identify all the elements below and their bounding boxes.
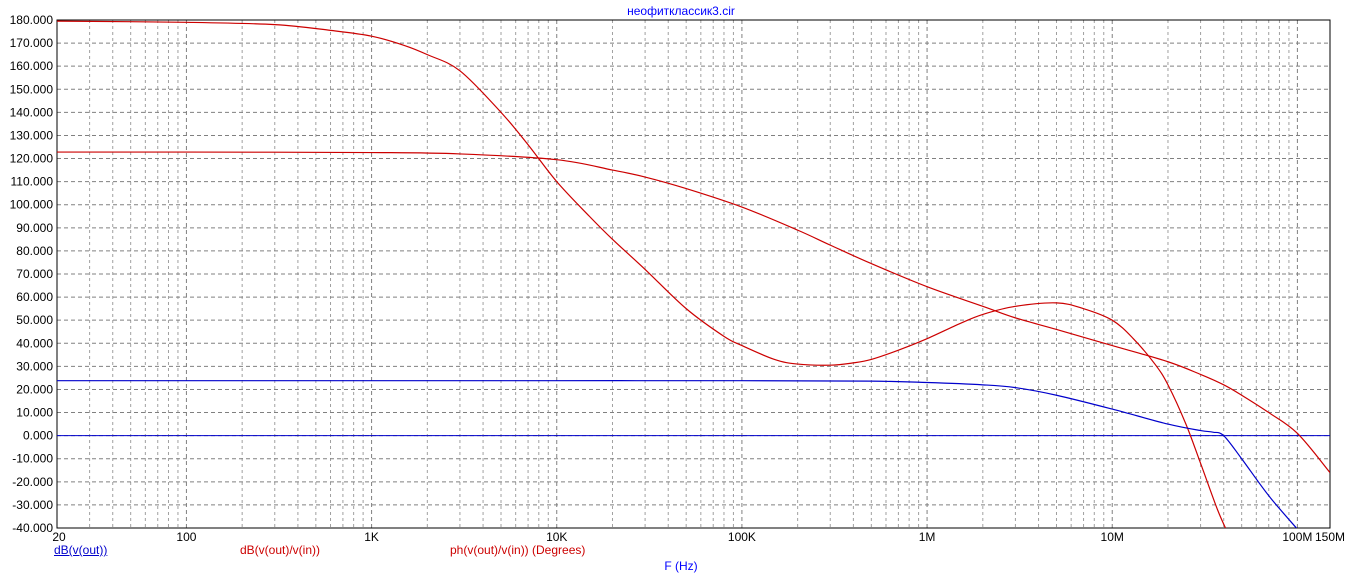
y-tick-label: -40.000	[12, 521, 53, 535]
y-tick-label: 170.000	[10, 36, 54, 50]
y-tick-label: 60.000	[16, 290, 53, 304]
x-tick-label: 100K	[728, 530, 756, 544]
chart-title: неофитклассик3.cir	[627, 4, 735, 18]
y-tick-label: 150.000	[10, 82, 54, 96]
x-tick-label: 150M	[1315, 530, 1345, 544]
y-tick-label: 180.000	[10, 13, 54, 27]
legend-entry-db-vout-vin[interactable]: dB(v(out)/v(in))	[240, 543, 321, 557]
y-tick-label: -10.000	[12, 452, 53, 466]
y-tick-label: 70.000	[16, 267, 53, 281]
y-tick-label: 130.000	[10, 128, 54, 142]
y-tick-label: 0.000	[23, 429, 53, 443]
plot-frame	[56, 19, 1331, 529]
legend-entry-db-vout[interactable]: dB(v(out))	[54, 543, 108, 557]
x-tick-label: 10K	[546, 530, 567, 544]
y-tick-label: 40.000	[16, 336, 53, 350]
y-tick-label: 140.000	[10, 105, 54, 119]
y-tick-label: -20.000	[12, 475, 53, 489]
series-phase-line	[57, 20, 1227, 528]
y-tick-label: 20.000	[16, 382, 53, 396]
x-tick-label: 1K	[364, 530, 379, 544]
y-tick-label: 110.000	[11, 175, 54, 189]
y-tick-label: 100.000	[10, 198, 54, 212]
x-tick-label: 10M	[1101, 530, 1124, 544]
y-tick-label: 120.000	[10, 152, 54, 166]
y-tick-label: 160.000	[10, 59, 54, 73]
y-tick-label: 30.000	[16, 359, 53, 373]
y-tick-label: -30.000	[12, 498, 53, 512]
x-tick-label: 1M	[919, 530, 936, 544]
x-tick-label: 100	[176, 530, 196, 544]
x-axis-label: F (Hz)	[664, 559, 698, 573]
series-db-ratio-line	[57, 151, 1330, 473]
x-tick-label: 20	[52, 530, 66, 544]
series-db-out-line	[57, 380, 1298, 528]
y-tick-label: 80.000	[16, 244, 53, 258]
y-tick-label: 90.000	[16, 221, 53, 235]
x-tick-label: 100M	[1282, 530, 1312, 544]
y-tick-label: 10.000	[16, 406, 53, 420]
y-tick-label: 50.000	[16, 313, 53, 327]
legend-entry-phase[interactable]: ph(v(out)/v(in)) (Degrees)	[450, 543, 586, 557]
